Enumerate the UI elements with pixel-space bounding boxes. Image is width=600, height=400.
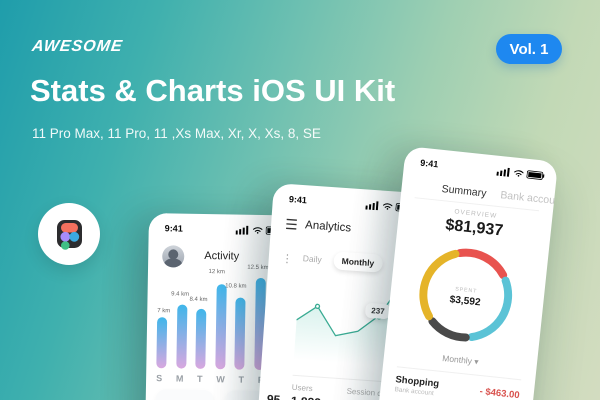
svg-text:$3,592: $3,592 — [449, 294, 481, 308]
svg-text:SPENT: SPENT — [455, 286, 478, 294]
